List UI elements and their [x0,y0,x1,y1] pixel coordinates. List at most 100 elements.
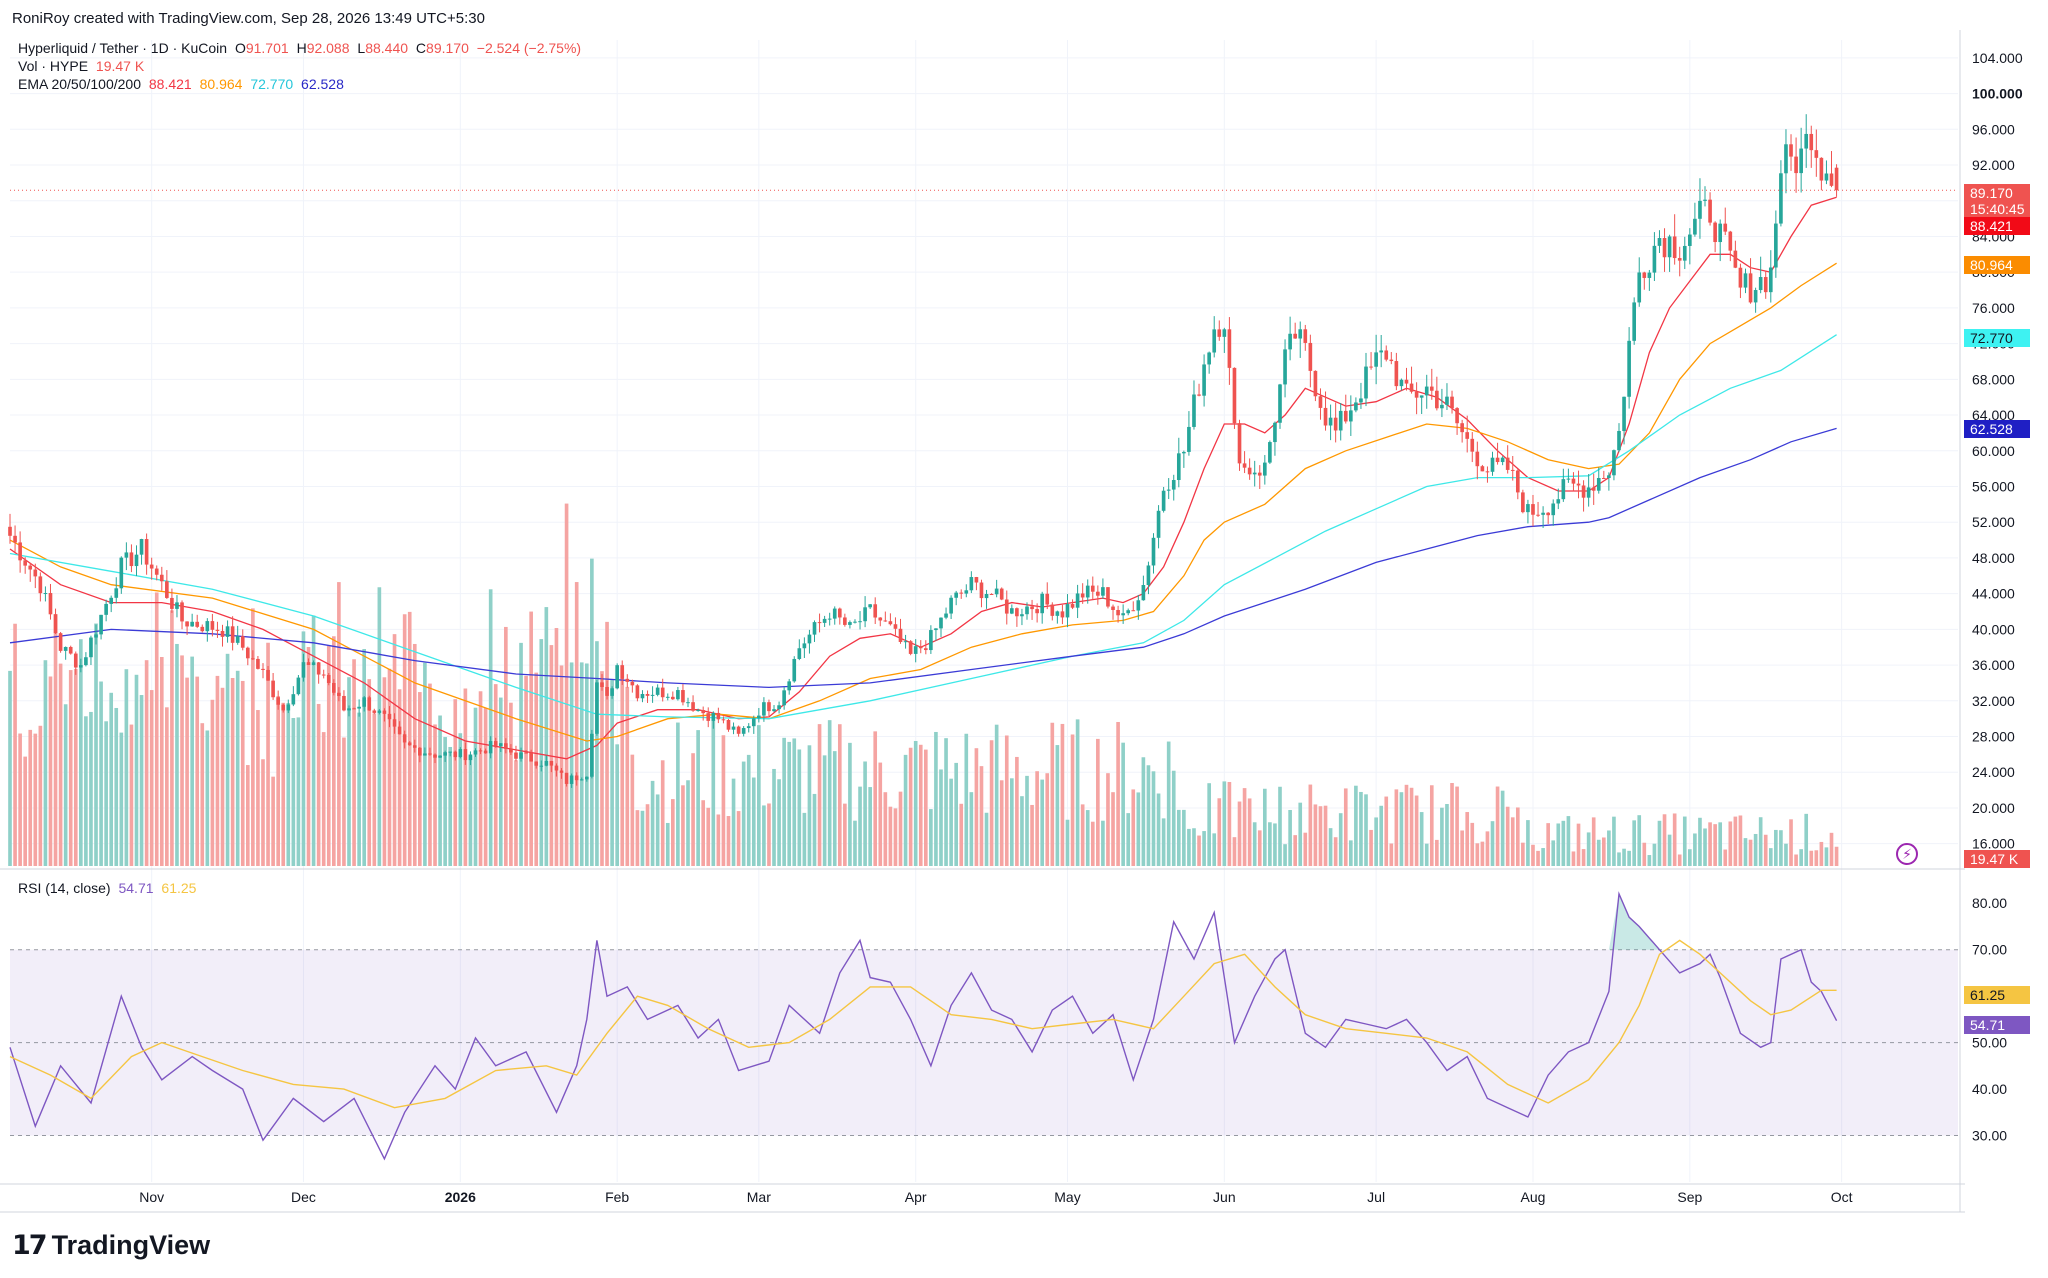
candle[interactable] [888,621,893,625]
candle[interactable] [671,696,675,700]
candle[interactable] [529,752,533,762]
candle[interactable] [119,557,124,589]
candle[interactable] [1106,587,1110,607]
candle[interactable] [1505,457,1510,470]
candle[interactable] [73,653,78,668]
candle[interactable] [1293,333,1297,339]
candle[interactable] [1728,231,1733,251]
candle[interactable] [1298,329,1303,339]
candle[interactable] [58,633,63,651]
candle[interactable] [84,657,88,666]
candle[interactable] [519,752,523,759]
candle[interactable] [1055,611,1060,616]
candle[interactable] [883,620,888,622]
candle[interactable] [610,688,614,696]
candle[interactable] [509,748,513,753]
candle[interactable] [159,574,164,582]
ema-line[interactable] [9,196,1837,760]
candle[interactable] [1642,272,1647,278]
candle[interactable] [1025,606,1029,615]
candle[interactable] [180,602,184,622]
candle[interactable] [812,622,817,635]
candle[interactable] [124,552,129,558]
candle[interactable] [1814,150,1819,158]
candle[interactable] [1313,370,1318,397]
candle[interactable] [554,765,559,771]
candle[interactable] [1586,487,1591,498]
candle[interactable] [757,715,761,719]
candle[interactable] [1030,606,1034,610]
candle[interactable] [1323,407,1328,426]
candle[interactable] [913,646,918,654]
candle[interactable] [1050,604,1055,616]
candle[interactable] [1217,329,1222,337]
candle[interactable] [1161,490,1166,511]
candle[interactable] [832,608,837,619]
candle[interactable] [1121,613,1125,616]
candle[interactable] [605,686,609,696]
candle[interactable] [1131,610,1136,612]
candle[interactable] [1232,367,1237,424]
candle[interactable] [1632,302,1636,341]
volume-legend[interactable]: Vol · HYPE 19.47 K [18,58,148,74]
candle[interactable] [433,754,437,758]
candle[interactable] [1515,470,1520,493]
candle[interactable] [139,539,144,555]
candle[interactable] [721,719,726,721]
candle[interactable] [1627,340,1631,397]
candle[interactable] [357,706,361,709]
candle[interactable] [964,590,969,594]
candle[interactable] [1151,537,1156,566]
ema-line[interactable] [9,427,1837,689]
candle[interactable] [999,588,1004,600]
candle[interactable] [402,734,407,743]
candle[interactable] [1622,396,1626,431]
candle[interactable] [1096,591,1100,596]
candle[interactable] [170,597,174,609]
candle[interactable] [1278,384,1282,423]
rsi-ma-line[interactable] [9,939,1837,1109]
candle[interactable] [660,687,665,698]
candle[interactable] [1475,451,1480,467]
candle[interactable] [1040,593,1045,614]
candle[interactable] [918,646,923,649]
candle[interactable] [1713,222,1717,243]
candle[interactable] [1536,514,1540,516]
candle[interactable] [817,622,822,624]
candle[interactable] [595,682,599,734]
candle[interactable] [1521,492,1525,513]
candle[interactable] [8,526,12,536]
candle[interactable] [134,554,139,567]
symbol-legend[interactable]: Hyperliquid / Tether · 1D · KuCoin O91.7… [18,40,585,56]
candle[interactable] [1819,157,1824,181]
candle[interactable] [645,693,650,696]
candle[interactable] [792,658,797,682]
candle[interactable] [468,754,473,761]
candle[interactable] [1490,457,1495,472]
candle[interactable] [1612,450,1616,476]
candle[interactable] [1465,432,1470,439]
lightning-icon[interactable]: ⚡ [1896,843,1918,865]
candle[interactable] [777,705,781,710]
candle[interactable] [827,618,832,620]
ema-line[interactable] [9,262,1837,742]
candle[interactable] [245,647,250,659]
candle[interactable] [352,708,356,710]
candle[interactable] [286,704,291,711]
candle[interactable] [726,719,731,730]
candle[interactable] [711,712,716,721]
candle[interactable] [1733,250,1738,268]
candle[interactable] [48,593,53,615]
candle[interactable] [104,603,108,615]
candle[interactable] [1693,218,1697,235]
candle[interactable] [1060,611,1065,618]
candle[interactable] [1020,614,1024,617]
candle[interactable] [175,602,179,609]
candle[interactable] [787,681,792,691]
candle[interactable] [1075,593,1080,608]
candle[interactable] [984,593,989,599]
candle[interactable] [185,621,189,627]
candle[interactable] [1718,223,1723,243]
candle[interactable] [625,678,630,682]
candle[interactable] [1485,471,1490,473]
